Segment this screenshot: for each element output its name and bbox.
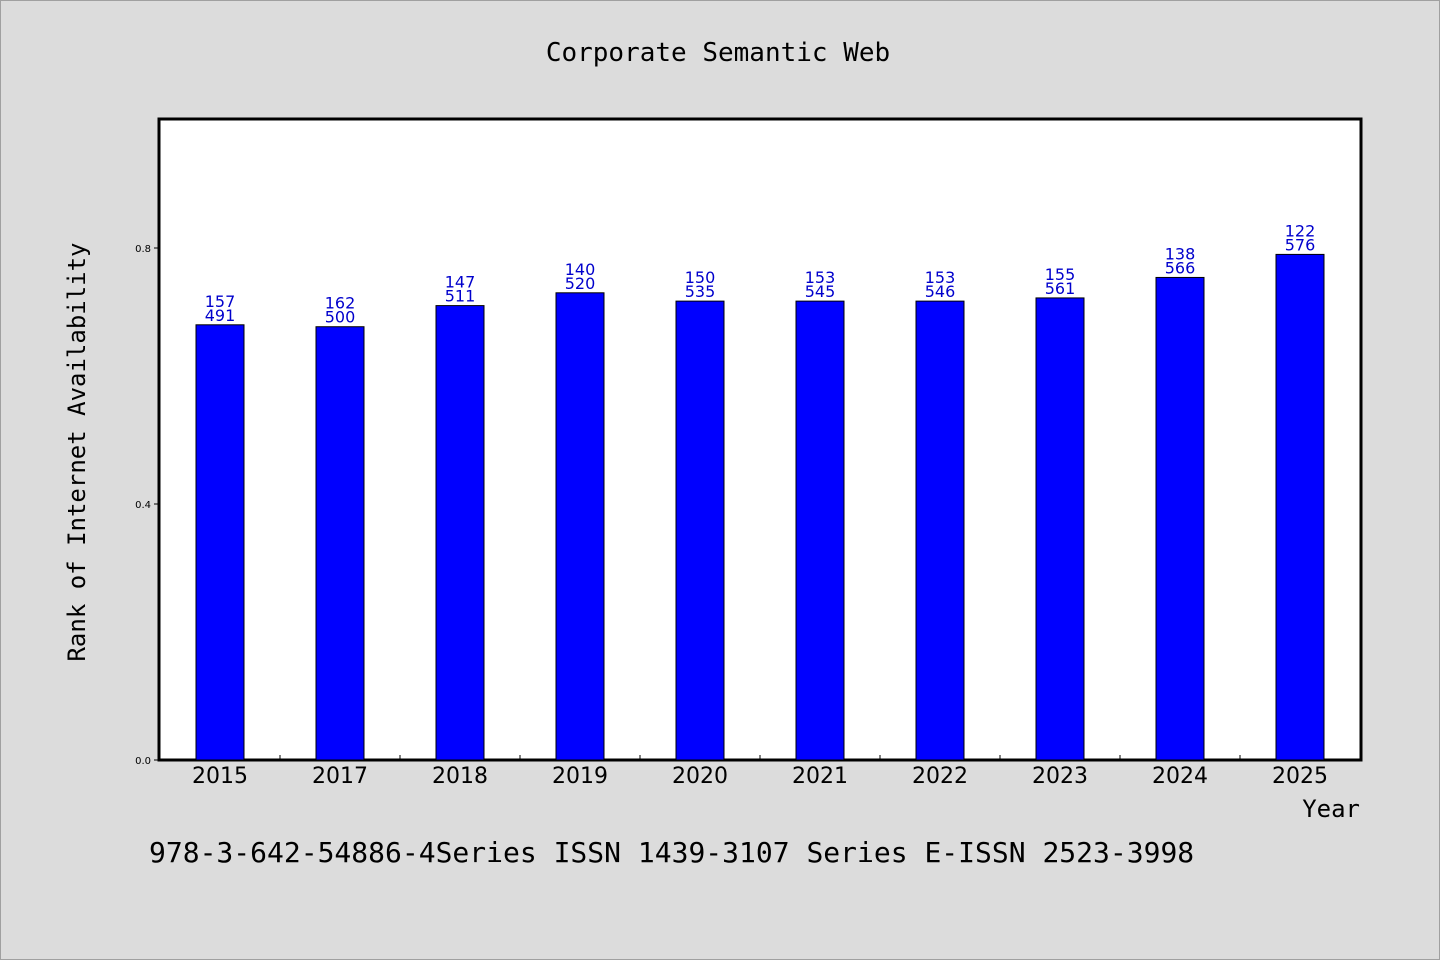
bar-2015 [195,324,245,761]
data-label-2015-1: 157 [205,292,236,311]
bar-2020 [675,300,725,761]
data-label-2017-1: 162 [325,294,356,313]
bar-2019 [555,292,605,761]
data-label-2022-2: 546 [925,282,956,301]
data-label-2021-2: 545 [805,282,836,301]
data-label-2019-1: 140 [565,260,596,279]
y-tick-label-0.0: 0.0 [135,756,151,767]
bar-2021 [795,300,845,761]
data-label-2025-2: 576 [1285,235,1316,254]
data-label-2025-1: 122 [1285,221,1316,240]
data-label-2024-1: 138 [1165,244,1196,263]
chart-title: Corporate Semantic Web [546,38,890,68]
x-tick-label-2024: 2024 [1152,764,1208,789]
data-label-2022-1: 153 [925,268,956,287]
footer-text: 978-3-642-54886-4Series ISSN 1439-3107 S… [149,836,1194,869]
data-label-2019-2: 520 [565,274,596,293]
bar-2025 [1275,253,1325,761]
x-tick-label-2023: 2023 [1032,764,1088,789]
y-tick-label-0.4: 0.4 [135,500,151,511]
data-label-2018-1: 147 [445,273,476,292]
data-label-2021-1: 153 [805,268,836,287]
x-tick-label-2019: 2019 [552,764,608,789]
axis-layer: 2015 2017 2018 2019 2020 2021 2022 2023 2024 2025… [135,244,1328,789]
x-tick-label-2025: 2025 [1272,764,1328,789]
bar-2024 [1155,276,1205,761]
bar-2017 [315,326,365,761]
y-axis-label: Rank of Internet Availability [63,242,91,661]
x-tick-label-2021: 2021 [792,764,848,789]
x-tick-label-2022: 2022 [912,764,968,789]
data-label-2024-2: 566 [1165,258,1196,277]
x-tick-label-2018: 2018 [432,764,488,789]
data-label-2020-2: 535 [685,282,716,301]
x-tick-label-2020: 2020 [672,764,728,789]
data-label-2017-2: 500 [325,308,356,327]
bar-2018 [435,305,485,761]
bar-2023 [1035,297,1085,761]
data-label-2015-2: 491 [205,306,236,325]
data-label-2023-2: 561 [1045,279,1076,298]
data-label-2020-1: 150 [685,268,716,287]
x-axis-label: Year [1302,795,1360,823]
bar-2022 [915,300,965,761]
x-tick-label-2017: 2017 [312,764,368,789]
x-tick-label-2015: 2015 [192,764,248,789]
data-label-2018-2: 511 [445,287,476,306]
y-tick-label-0.8: 0.8 [135,244,151,255]
data-label-2023-1: 155 [1045,265,1076,284]
